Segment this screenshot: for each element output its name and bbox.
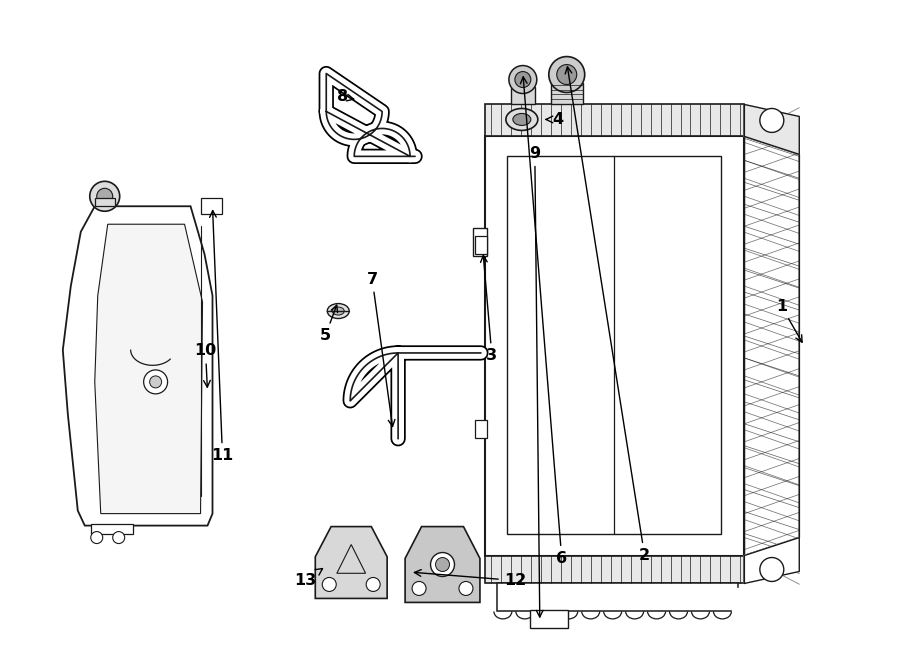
Bar — [485, 136, 744, 555]
Circle shape — [430, 553, 454, 576]
Bar — [497, 584, 738, 611]
Bar — [94, 198, 114, 206]
Text: 6: 6 — [520, 77, 567, 566]
Circle shape — [412, 582, 426, 596]
Circle shape — [557, 65, 577, 85]
Bar — [507, 157, 722, 533]
Ellipse shape — [332, 307, 344, 315]
Circle shape — [459, 582, 473, 596]
Bar — [473, 228, 487, 256]
Circle shape — [549, 57, 585, 93]
Text: 12: 12 — [414, 570, 526, 588]
Text: 5: 5 — [320, 305, 338, 344]
Text: 7: 7 — [366, 272, 395, 426]
Ellipse shape — [506, 108, 538, 130]
Polygon shape — [744, 537, 799, 584]
Text: 11: 11 — [210, 211, 234, 463]
Polygon shape — [744, 104, 799, 155]
Text: 8: 8 — [337, 89, 354, 104]
Bar — [485, 555, 744, 584]
Circle shape — [90, 181, 120, 212]
Polygon shape — [94, 224, 202, 514]
Bar — [551, 83, 582, 104]
Text: 13: 13 — [294, 568, 322, 588]
Bar — [511, 87, 535, 104]
Circle shape — [112, 531, 125, 543]
Text: 3: 3 — [481, 256, 498, 364]
Circle shape — [515, 71, 531, 87]
Circle shape — [144, 370, 167, 394]
Ellipse shape — [328, 303, 349, 319]
Polygon shape — [63, 206, 212, 525]
Ellipse shape — [513, 114, 531, 126]
Text: 2: 2 — [565, 67, 650, 563]
Circle shape — [96, 188, 112, 204]
Text: 10: 10 — [194, 344, 217, 387]
Bar — [475, 420, 487, 438]
Text: 4: 4 — [546, 112, 563, 127]
Circle shape — [760, 108, 784, 132]
Bar — [530, 610, 568, 629]
Polygon shape — [405, 527, 480, 602]
Circle shape — [91, 531, 103, 543]
Bar — [485, 104, 744, 136]
Circle shape — [366, 578, 380, 592]
Text: 9: 9 — [529, 146, 543, 617]
Polygon shape — [744, 136, 799, 555]
Bar — [91, 524, 132, 533]
Circle shape — [508, 65, 536, 93]
Circle shape — [149, 376, 162, 388]
Bar — [201, 198, 222, 214]
Polygon shape — [315, 527, 387, 598]
Circle shape — [322, 578, 337, 592]
Circle shape — [436, 557, 449, 572]
Text: 1: 1 — [776, 299, 802, 342]
Circle shape — [760, 557, 784, 582]
Polygon shape — [733, 588, 744, 611]
Bar — [475, 236, 487, 254]
